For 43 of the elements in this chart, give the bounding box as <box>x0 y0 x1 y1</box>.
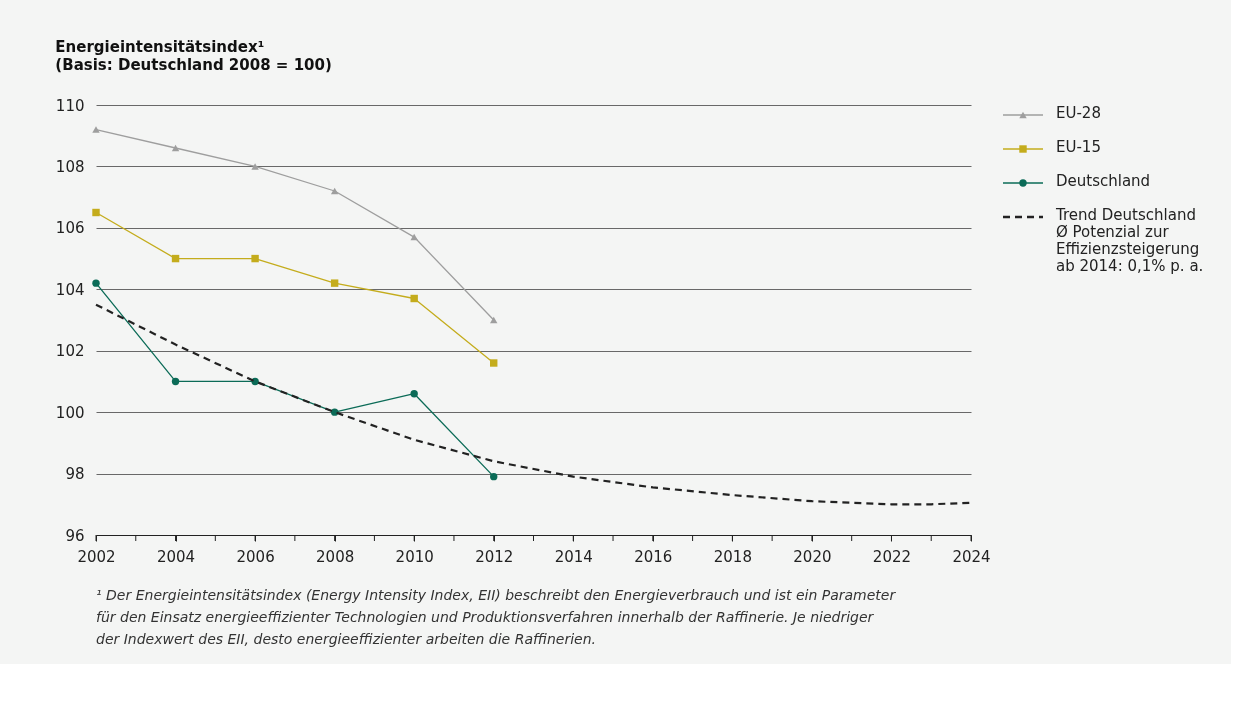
x-tick-label: 2010 <box>395 547 434 566</box>
point <box>490 359 498 367</box>
point <box>330 187 339 195</box>
x-tick-label: 2022 <box>872 547 912 566</box>
y-tick-label: 108 <box>55 157 85 176</box>
x-tick-label: 2018 <box>713 547 752 566</box>
point <box>410 233 418 241</box>
x-tick-label: 2024 <box>952 547 991 566</box>
chart-subtitle: (Basis: Deutschland 2008 = 100) <box>55 56 332 74</box>
x-tick-label: 2008 <box>316 547 355 566</box>
x-tick-label: 2016 <box>634 547 673 566</box>
y-tick-label: 104 <box>55 280 85 299</box>
point <box>490 316 498 324</box>
x-tick-label: 2020 <box>793 547 832 566</box>
x-tick-label: 2014 <box>554 547 593 566</box>
y-tick-label: 96 <box>65 526 85 545</box>
y-tick-label: 102 <box>55 342 85 361</box>
legend-label: EU-28 <box>1056 104 1101 122</box>
point <box>410 390 418 398</box>
point <box>410 294 418 303</box>
point <box>171 144 180 152</box>
x-tick-label: 2006 <box>236 547 275 566</box>
chart-title: Energieintensitätsindex¹ <box>55 38 265 56</box>
point <box>490 472 498 481</box>
point <box>92 279 100 287</box>
x-tick-label: 2004 <box>156 547 196 566</box>
point <box>92 126 100 133</box>
x-tick-label: 2012 <box>475 547 514 566</box>
point <box>330 279 339 287</box>
y-tick-label: 110 <box>55 96 85 115</box>
x-tick-label: 2002 <box>77 547 116 566</box>
point <box>330 408 339 416</box>
y-tick-label: 100 <box>55 403 85 422</box>
point <box>251 254 259 263</box>
legend-label: Trend Deutschland Ø Potenzial zur Effizienzsteigerung ab 2014: 0,1% p. a. <box>1055 206 1204 275</box>
text: ¹ Der Energieintensitätsindex (Energy Intensity Index, EII) beschreibt den Energieverbrauch und ist ein Parameter für den Einsatz energieeffizienter Technologien und Produktionsverfahren innerhalb der Raffinerie. Je niedriger der Indexwert des EII, desto energieeffizienter arbeiten die Raffinerien. <box>96 587 897 647</box>
point <box>92 208 100 217</box>
y-tick-label: 106 <box>55 219 85 238</box>
point <box>171 377 180 386</box>
legend-label: EU-15 <box>1056 138 1101 156</box>
point <box>251 163 259 170</box>
legend-label: Deutschland <box>1056 172 1151 190</box>
y-tick-label: 98 <box>65 465 85 484</box>
